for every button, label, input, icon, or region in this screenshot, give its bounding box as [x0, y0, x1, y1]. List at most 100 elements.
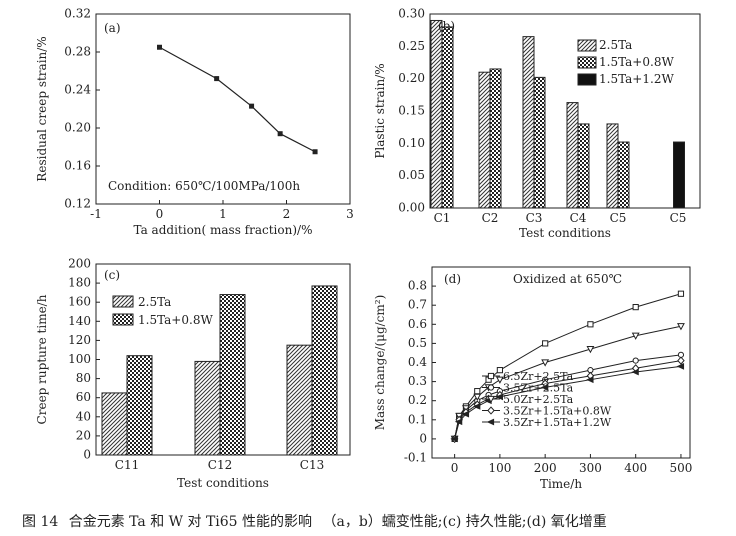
series-3-point — [473, 393, 482, 402]
chart-annotation: Oxidized at 650℃ — [513, 272, 622, 286]
series-5-point — [586, 376, 594, 384]
y-tick-label: 160 — [68, 295, 91, 309]
legend-swatch — [112, 295, 134, 308]
x-tick-label: C5 — [670, 211, 687, 225]
panel-a: 0.12 0.16 0.20 0.24 0.28 0.32 -1 0 1 2 3 (a) Conditi… — [35, 7, 354, 238]
bar-2 — [311, 285, 338, 456]
series-5-point — [454, 418, 463, 426]
legend-swatch — [112, 313, 134, 326]
panel-label: (c) — [104, 268, 120, 282]
y-tick-label: 0 — [83, 448, 91, 462]
x-tick-label: 300 — [579, 461, 602, 475]
y-axis-label: Mass change/(μg/cm²) — [373, 295, 387, 431]
caption-figure-number: 图 14 — [22, 514, 59, 530]
data-point — [157, 44, 162, 50]
legend-label: 2.5Ta — [138, 295, 171, 309]
x-axis-label: Ta addition( mass fraction)/% — [134, 223, 313, 237]
x-tick-label: C3 — [526, 211, 543, 225]
bar-1 — [522, 36, 535, 209]
y-tick-label: 60 — [76, 390, 91, 404]
y-axis-label: Creep rupture time/h — [35, 294, 49, 424]
bar-2 — [126, 355, 153, 456]
x-tick-label: 0 — [451, 461, 459, 475]
y-tick-label: 0.8 — [408, 279, 427, 293]
x-tick-label: 3 — [346, 207, 354, 221]
bar-1 — [286, 344, 313, 456]
legend-label: 3.5Zr+1.5Ta+1.2W — [503, 416, 612, 429]
x-tick-label: 2 — [283, 207, 291, 221]
series-1-point — [474, 388, 481, 395]
y-tick-label: 0.3 — [408, 374, 427, 388]
panel-label: (a) — [104, 21, 121, 35]
legend-label: 3.5Zr+1.5Ta+0.8W — [503, 405, 612, 418]
series-5-point — [450, 435, 458, 443]
y-tick-label: 0.28 — [64, 45, 91, 59]
bar-1 — [478, 71, 491, 209]
legend-swatch — [577, 73, 597, 86]
y-tick-label: 0.10 — [398, 136, 425, 150]
series-5-point — [472, 403, 481, 410]
bar-1 — [566, 102, 579, 209]
x-tick-label: C12 — [208, 458, 232, 472]
panel-c: 0 20 40 60 80 100 120 140 160 180 200 C11 C12 C13 (c) 2… — [35, 257, 351, 490]
y-tick-label: 0.4 — [408, 355, 427, 369]
series-1-point — [632, 304, 639, 311]
x-tick-label: 500 — [669, 461, 692, 475]
y-tick-label: 0.16 — [64, 159, 91, 173]
caption-subtitle: （a，b）蠕变性能;(c) 持久性能;(d) 氧化增重 — [322, 514, 607, 530]
y-tick-label: -0.1 — [404, 451, 427, 465]
y-axis-label: Plastic strain/% — [373, 63, 387, 158]
panel-b: 0.00 0.05 0.10 0.15 0.20 0.25 0.30 C1 C2 C3 C4 C5 C5… — [373, 7, 701, 240]
y-axis-label: Residual creep strain/% — [35, 36, 49, 181]
x-tick-label: 1 — [219, 207, 227, 221]
y-tick-label: 0.15 — [398, 104, 425, 118]
y-tick-label: 0.7 — [408, 298, 427, 312]
series-line-1 — [454, 293, 682, 439]
series-3-point — [586, 346, 595, 354]
legend-label: 3.5Zr+2.5Ta — [503, 382, 574, 395]
bar-2 — [533, 76, 546, 209]
series-5-point — [631, 368, 639, 376]
bar-2 — [219, 294, 246, 456]
x-axis-label: Test conditions — [177, 476, 269, 490]
y-tick-label: 0.05 — [398, 168, 425, 182]
y-tick-label: 0.20 — [398, 71, 425, 85]
y-tick-label: 0.12 — [64, 197, 91, 211]
plot-frame — [429, 13, 701, 209]
series-3-point — [541, 359, 550, 367]
series-1-point — [496, 367, 503, 374]
y-tick-label: 0 — [419, 431, 427, 445]
y-tick-label: 80 — [76, 371, 91, 385]
y-tick-label: 0.5 — [408, 336, 427, 350]
y-tick-label: 0.25 — [398, 39, 425, 53]
y-tick-label: 0.6 — [408, 317, 427, 331]
y-tick-label: 0.2 — [408, 393, 427, 407]
bar-1 — [430, 19, 443, 209]
series-1-point — [587, 321, 594, 328]
bar-1 — [606, 123, 619, 209]
x-tick-label: C5 — [610, 211, 627, 225]
data-point — [277, 131, 283, 137]
bar-2 — [617, 141, 630, 209]
legend-marker — [487, 406, 495, 415]
legend-swatch — [577, 56, 597, 69]
series-2-point — [632, 357, 639, 364]
bar-2 — [577, 123, 590, 209]
bar-3 — [673, 141, 685, 209]
x-axis-label: Test conditions — [519, 226, 611, 240]
legend-label: 2.5Ta — [599, 38, 632, 52]
series-4-point — [677, 356, 685, 365]
legend-label: 1.5Ta+0.8W — [138, 313, 213, 327]
bar-2 — [489, 68, 502, 209]
y-tick-label: 0.00 — [398, 201, 425, 215]
x-tick-label: C11 — [115, 458, 139, 472]
series-5-point — [461, 410, 470, 418]
plot-frame — [95, 13, 351, 205]
legend-marker — [487, 395, 495, 404]
x-tick-label: C1 — [434, 211, 451, 225]
y-tick-label: 180 — [68, 276, 91, 290]
bar-1 — [194, 360, 221, 456]
data-point — [312, 149, 318, 155]
legend-marker — [487, 384, 495, 391]
